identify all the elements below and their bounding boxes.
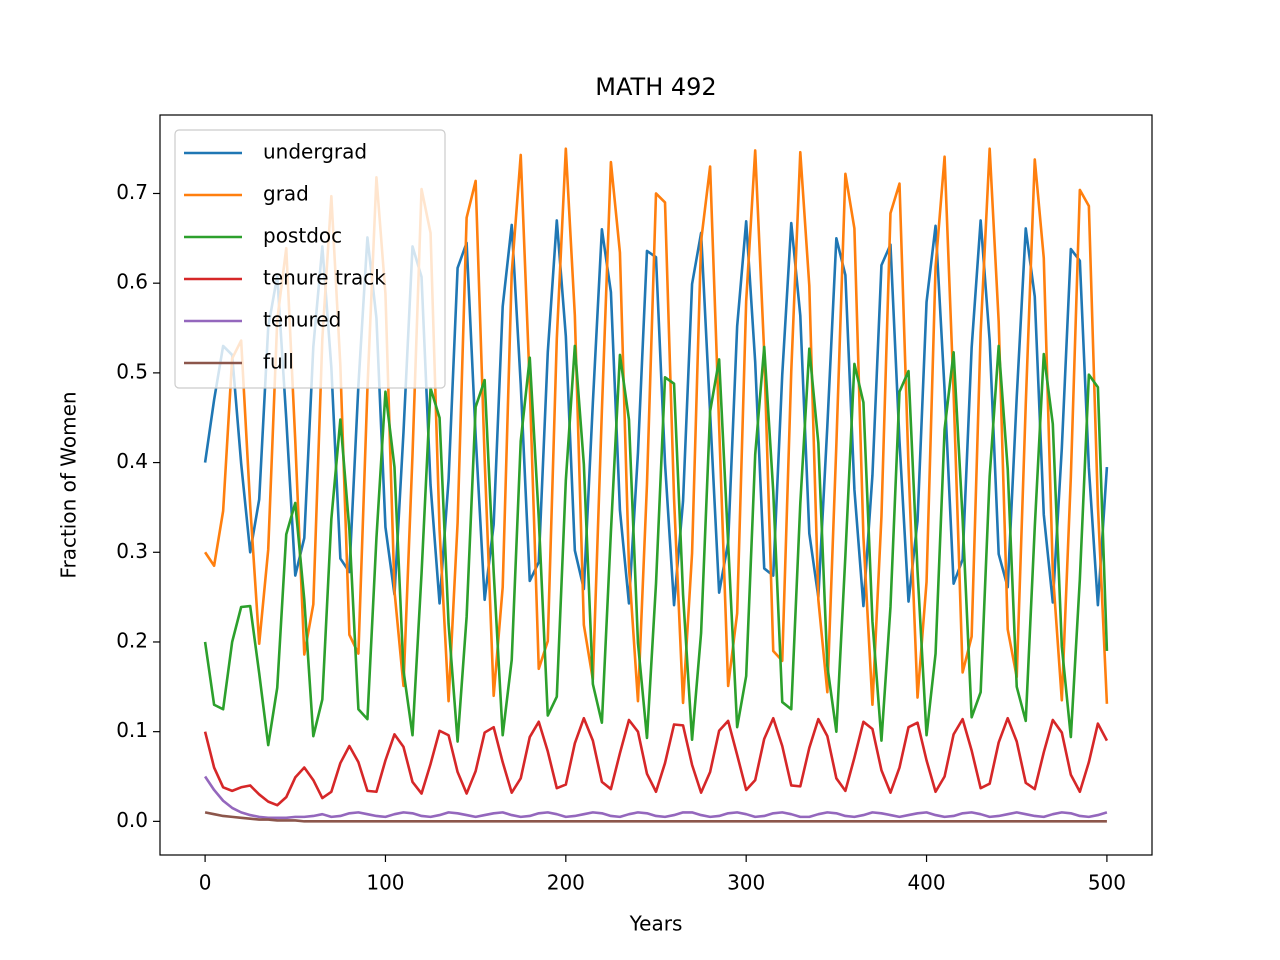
y-tick-label: 0.0 [116,808,148,832]
chart-title: MATH 492 [595,73,716,101]
x-tick-label: 200 [547,871,585,895]
y-tick-label: 0.6 [116,270,148,294]
x-tick-label: 300 [727,871,765,895]
x-tick-label: 400 [907,871,945,895]
legend-label: undergrad [263,140,367,164]
legend-box [174,129,446,389]
y-tick-label: 0.2 [116,628,148,652]
y-tick-label: 0.5 [116,359,148,383]
series-line [203,716,1109,807]
y-tick-label: 0.1 [116,718,148,742]
x-tick-label: 100 [366,871,404,895]
series-line [204,775,1108,820]
x-tick-label: 0 [199,871,212,895]
legend-label: full [263,350,294,374]
legend-label: postdoc [263,224,342,248]
legend-label: grad [263,182,309,206]
series-line [203,344,1109,747]
legend-label: tenured [263,308,341,332]
plot-area [203,147,1109,823]
y-tick-label: 0.3 [116,539,148,563]
x-tick-label: 500 [1088,871,1126,895]
y-axis-label: Fraction of Women [57,391,81,578]
series-line [203,219,1109,608]
y-tick-label: 0.4 [116,449,148,473]
y-tick-label: 0.7 [116,180,148,204]
axes-frame [159,114,1153,856]
x-axis-label: Years [629,912,683,936]
legend-label: tenure track [263,266,386,290]
series-line [204,811,1107,823]
